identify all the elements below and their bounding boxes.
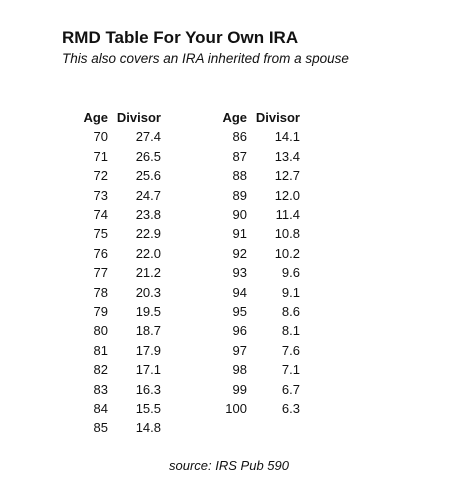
- age-cell: 70: [93, 129, 108, 145]
- age-cell: 79: [93, 304, 108, 319]
- divisor-cell: 23.8: [135, 207, 161, 222]
- column-header: Divisor: [116, 110, 161, 125]
- divisor-cell: 12.0: [274, 187, 300, 203]
- divisor-cell: 20.3: [135, 284, 161, 300]
- divisor-cell: 15.5: [135, 401, 161, 416]
- divisor-cell: 13.4: [274, 148, 300, 164]
- age-cell: 94: [232, 284, 247, 300]
- column-header: Age: [83, 110, 108, 125]
- divisor-cell: 22.0: [135, 245, 161, 261]
- divisor-cell: 17.9: [135, 342, 161, 358]
- source: source: IRS Pub 590: [169, 458, 289, 473]
- age-cell: 72: [93, 168, 108, 184]
- divisor-cell: 9.6: [281, 265, 300, 281]
- column-header: Divisor: [255, 110, 300, 125]
- divisor-cell: 7.6: [281, 342, 300, 358]
- age-cell: 83: [93, 381, 108, 397]
- age-cell: 95: [232, 304, 247, 319]
- age-cell: 88: [232, 168, 247, 184]
- age-cell: 84: [93, 401, 108, 416]
- divisor-cell: 9.1: [281, 284, 300, 300]
- divisor-cell: 18.7: [135, 323, 161, 339]
- age-cell: 93: [232, 265, 247, 281]
- age-cell: 74: [93, 207, 108, 222]
- divisor-cell: 25.6: [135, 168, 161, 184]
- column-header: Age: [222, 110, 247, 125]
- age-cell: 98: [232, 362, 247, 378]
- divisor-cell: 8.6: [281, 304, 300, 319]
- age-cell: 73: [93, 187, 108, 203]
- age-cell: 99: [232, 381, 247, 397]
- divisor-cell: 8.1: [281, 323, 300, 339]
- age-cell: 81: [93, 342, 108, 358]
- divisor-cell: 24.7: [135, 187, 161, 203]
- age-cell: 91: [232, 226, 247, 242]
- divisor-cell: 6.7: [281, 381, 300, 397]
- subtitle: This also covers an IRA inherited from a…: [62, 51, 349, 66]
- age-cell: 92: [232, 245, 247, 261]
- age-cell: 89: [232, 187, 247, 203]
- age-cell: 78: [93, 284, 108, 300]
- divisor-cell: 17.1: [135, 362, 161, 378]
- age-cell: 80: [93, 323, 108, 339]
- age-cell: 82: [93, 362, 108, 378]
- divisor-cell: 22.9: [135, 226, 161, 242]
- divisor-cell: 21.2: [135, 265, 161, 281]
- title: RMD Table For Your Own IRA: [62, 28, 299, 47]
- age-cell: 77: [93, 265, 108, 281]
- divisor-cell: 26.5: [135, 148, 161, 164]
- divisor-cell: 11.4: [275, 207, 300, 222]
- age-cell: 76: [93, 245, 108, 261]
- divisor-cell: 10.8: [274, 226, 300, 242]
- divisor-cell: 10.2: [274, 245, 300, 261]
- divisor-cell: 14.8: [135, 420, 161, 436]
- divisor-cell: 14.1: [274, 129, 300, 145]
- age-cell: 85: [93, 420, 108, 436]
- divisor-cell: 16.3: [135, 381, 161, 397]
- age-cell: 87: [232, 148, 247, 164]
- divisor-cell: 27.4: [135, 129, 161, 145]
- divisor-cell: 19.5: [135, 304, 161, 319]
- divisor-cell: 12.7: [274, 168, 300, 184]
- age-cell: 97: [232, 342, 247, 358]
- age-cell: 100: [225, 401, 247, 416]
- age-cell: 90: [232, 207, 247, 222]
- age-cell: 71: [93, 148, 108, 164]
- age-cell: 96: [232, 323, 247, 339]
- divisor-cell: 7.1: [281, 362, 300, 378]
- age-cell: 86: [232, 129, 247, 145]
- age-cell: 75: [93, 226, 108, 242]
- divisor-cell: 6.3: [281, 401, 300, 416]
